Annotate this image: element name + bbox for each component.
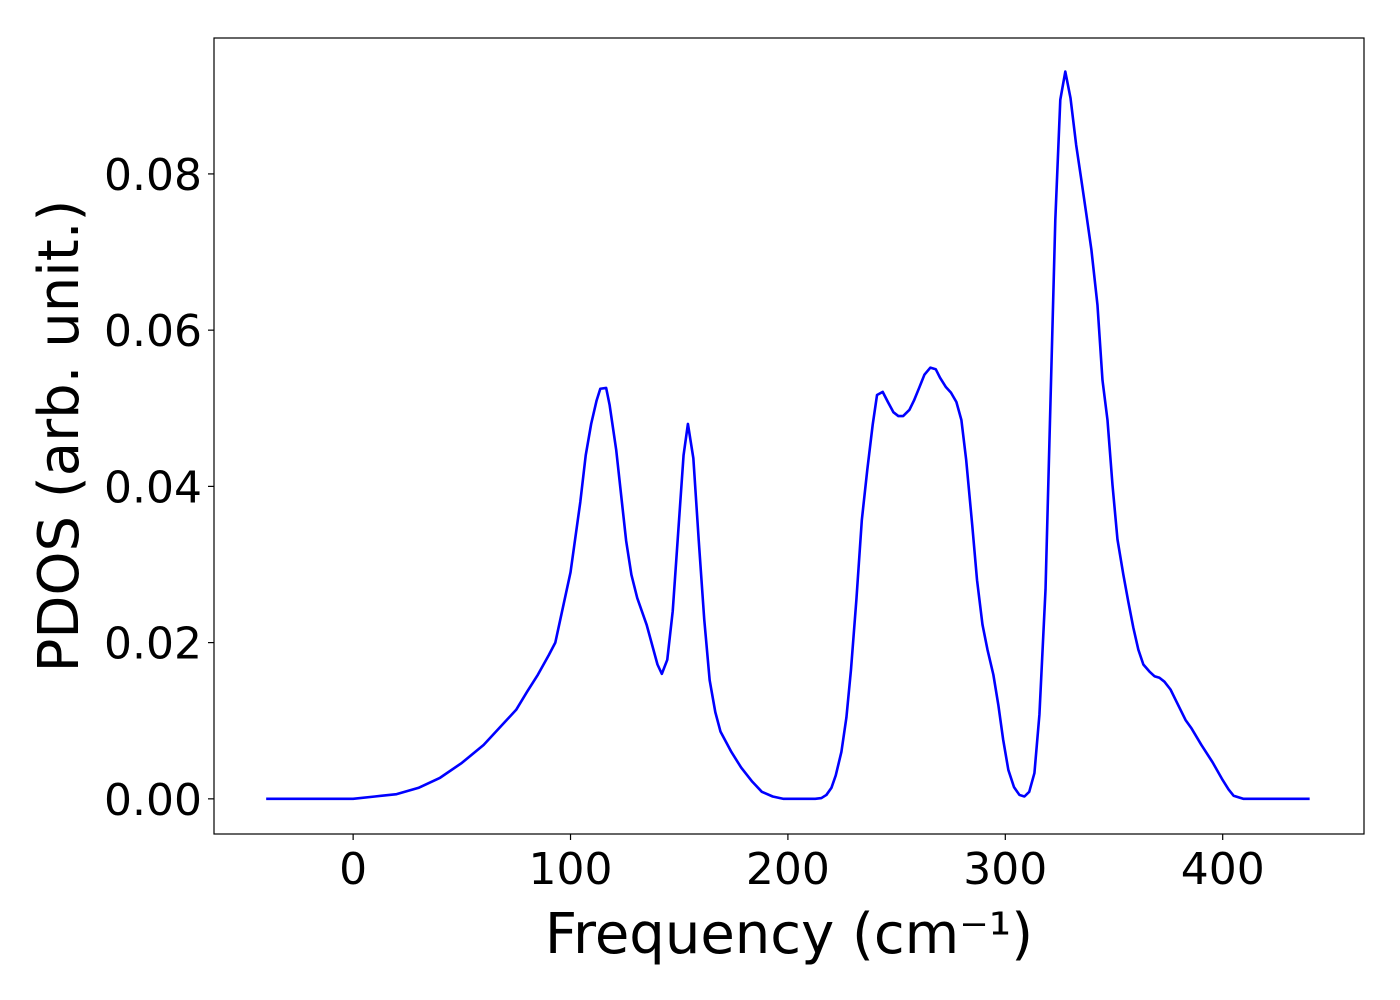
x-axis-label: Frequency (cm⁻¹) xyxy=(545,902,1033,967)
plot-frame xyxy=(213,37,1365,835)
y-tick-label: 0.00 xyxy=(104,775,202,826)
x-tick-label: 0 xyxy=(339,844,367,895)
y-tick-label: 0.02 xyxy=(104,619,202,670)
line-series xyxy=(266,70,1310,801)
x-tick-label: 100 xyxy=(529,844,613,895)
x-tick-label: 400 xyxy=(1181,844,1265,895)
y-tick-label: 0.06 xyxy=(104,306,202,357)
y-axis-label: PDOS (arb. unit.) xyxy=(27,200,92,673)
y-tick-label: 0.04 xyxy=(104,462,202,513)
x-tick-label: 300 xyxy=(963,844,1047,895)
x-tick-label: 200 xyxy=(746,844,830,895)
y-tick-label: 0.08 xyxy=(104,150,202,201)
